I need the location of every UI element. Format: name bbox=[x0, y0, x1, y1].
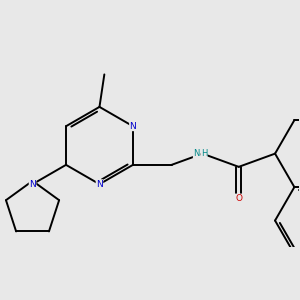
Text: O: O bbox=[235, 194, 242, 203]
Text: N: N bbox=[96, 180, 103, 189]
Text: H: H bbox=[201, 149, 207, 158]
Text: N: N bbox=[29, 180, 36, 189]
Text: N: N bbox=[130, 122, 136, 131]
Text: N: N bbox=[193, 149, 200, 158]
